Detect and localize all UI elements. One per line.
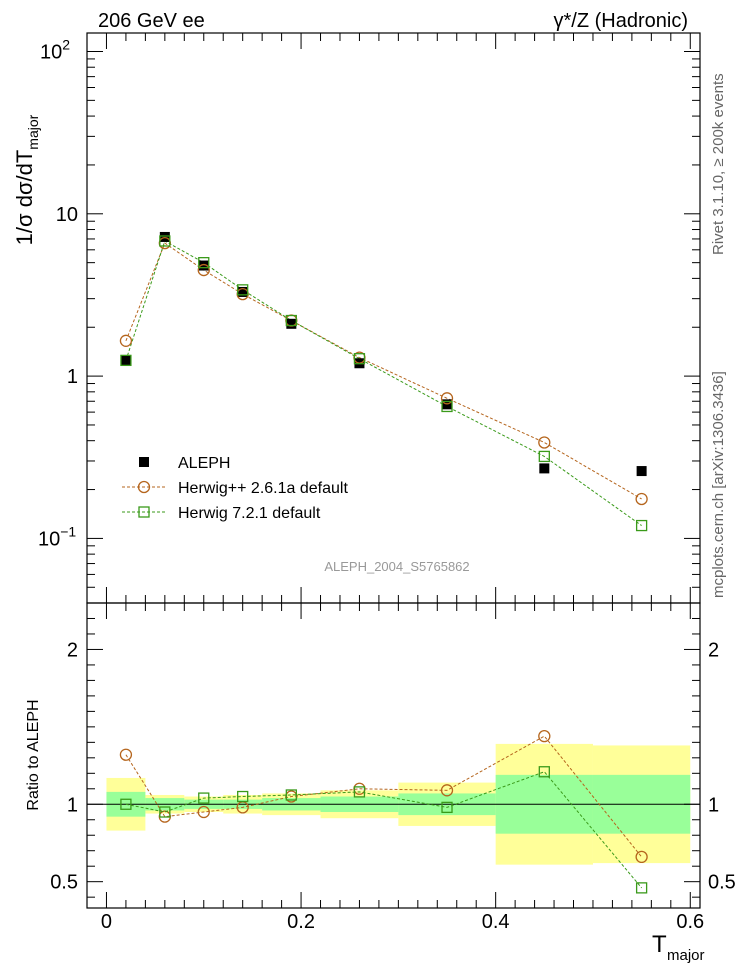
watermark: ALEPH_2004_S5765862	[324, 559, 469, 574]
ratio-panel: 0 0.2 0.4 0.60.5 0.51 12 2	[50, 602, 736, 933]
point-herwigpp	[197, 263, 210, 277]
ratio-point-herwig7	[198, 792, 210, 804]
ratio-point-herwigpp	[538, 729, 551, 743]
line-herwigpp	[125, 242, 642, 500]
svg-text:major: major	[667, 947, 705, 964]
point-herwigpp	[635, 492, 648, 506]
point-data	[237, 286, 248, 297]
ratio-xtick-label: 0.6	[676, 911, 704, 933]
ratio-point-herwigpp	[119, 748, 133, 761]
point-herwig7	[353, 353, 366, 365]
ratio-point-herwig7	[353, 786, 366, 798]
ratio-ytick-label-left: 0.5	[50, 872, 78, 894]
point-herwig7	[538, 450, 550, 463]
point-data	[539, 463, 550, 474]
point-herwig7	[285, 314, 297, 327]
ratio-point-herwig7	[159, 806, 171, 818]
point-herwig7	[635, 519, 648, 532]
ratio-ylabel: Ratio to ALEPH	[25, 699, 42, 810]
ratio-ytick-label-right: 0.5	[708, 872, 736, 894]
ratio-point-herwigpp	[440, 784, 454, 797]
header-left: 206 GeV ee	[98, 10, 205, 32]
ratio-point-herwig7	[120, 798, 132, 810]
point-herwigpp	[119, 334, 133, 347]
ratio-point-herwigpp	[197, 805, 210, 819]
main-ylabel: 1/σ dσ/dTmajor	[12, 114, 41, 245]
main-ytick-label: 10−1	[38, 523, 76, 550]
ratio-ytick-label-right: 2	[708, 639, 719, 661]
ratio-line-herwigpp	[125, 735, 643, 858]
main-ytick-label: 102	[40, 36, 70, 63]
ratio-point-herwig7	[237, 790, 249, 803]
point-herwig7	[198, 257, 210, 269]
ratio-ytick-label-right: 1	[708, 794, 719, 816]
ratio-xtick-label: 0	[101, 911, 112, 933]
main-ytick-label: 10	[56, 204, 78, 226]
point-herwigpp	[440, 392, 454, 405]
ratio-point-herwig7	[285, 789, 297, 801]
ratio-ytick-label-left: 2	[67, 639, 78, 661]
ratio-frame	[86, 602, 701, 909]
point-data	[636, 466, 647, 477]
mcplots-label: mcplots.cern.ch [arXiv:1306.3436]	[710, 371, 727, 598]
legend-label-herwigpp: Herwig++ 2.6.1a default	[178, 480, 348, 497]
svg-text:1/σ dσ/dTmajor: 1/σ dσ/dTmajor	[12, 114, 41, 245]
main-panel: 10−1 1 10 102	[38, 32, 701, 604]
ratio-xtick-label: 0.2	[287, 911, 315, 933]
legend: ALEPH Herwig++ 2.6.1a default Herwig 7.2.1…	[122, 455, 348, 522]
point-data	[286, 318, 297, 329]
ratio-point-herwig7	[441, 801, 453, 814]
rivet-label: Rivet 3.1.10, ≥ 200k events	[710, 73, 727, 255]
legend-label-data: ALEPH	[178, 455, 230, 472]
legend-marker-herwigpp	[137, 480, 151, 494]
point-data	[198, 260, 209, 271]
legend-marker-herwig7	[138, 506, 150, 518]
legend-marker-data	[139, 457, 149, 467]
ratio-xtick-label: 0.4	[482, 911, 510, 933]
point-herwigpp	[538, 436, 551, 449]
point-herwig7	[159, 235, 171, 247]
main-ytick-label: 1	[67, 366, 78, 388]
x-axis-label: T major	[652, 931, 705, 964]
point-herwig7	[120, 354, 132, 367]
ratio-ytick-label-left: 1	[67, 794, 78, 816]
point-herwig7	[237, 284, 249, 296]
point-herwig7	[441, 400, 453, 413]
ratio-point-herwigpp	[635, 850, 648, 864]
header-right: γ*/Z (Hadronic)	[554, 10, 688, 32]
svg-text:T: T	[652, 931, 667, 958]
ratio-point-herwig7	[635, 882, 648, 894]
point-data	[120, 355, 131, 366]
ratio-point-herwig7	[538, 766, 550, 778]
legend-label-herwig7: Herwig 7.2.1 default	[178, 505, 321, 522]
